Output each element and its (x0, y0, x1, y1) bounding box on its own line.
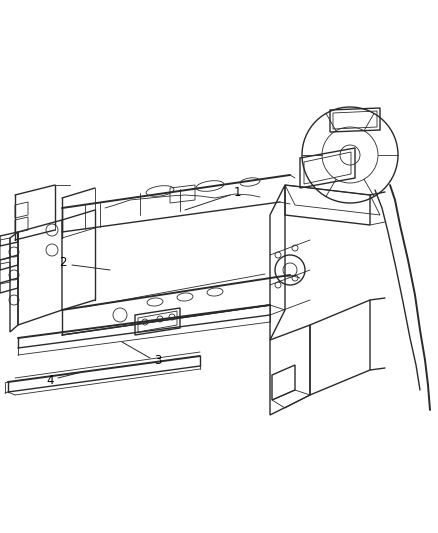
Text: 2: 2 (59, 256, 67, 270)
Text: 1: 1 (233, 185, 241, 198)
Text: 4: 4 (46, 374, 54, 386)
Text: 3: 3 (154, 353, 162, 367)
